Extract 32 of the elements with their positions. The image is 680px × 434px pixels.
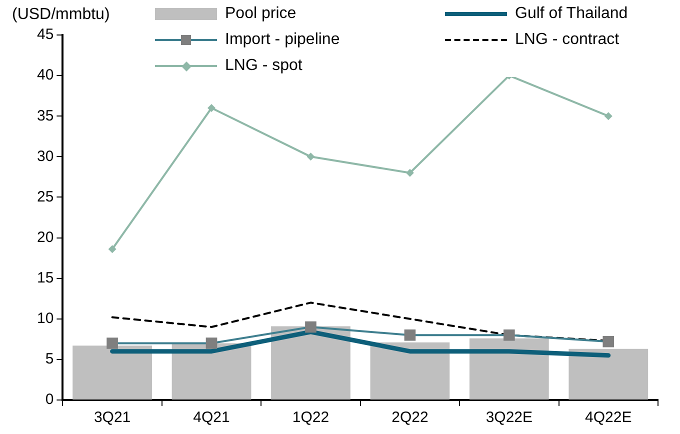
y-tick-label: 40 bbox=[36, 66, 54, 84]
y-tick-label: 45 bbox=[36, 26, 54, 44]
y-tick-label: 0 bbox=[45, 391, 54, 408]
bar bbox=[370, 342, 450, 400]
x-tick-label: 2Q22 bbox=[392, 409, 428, 426]
bar bbox=[469, 338, 549, 400]
y-tick-label: 25 bbox=[36, 188, 54, 206]
y-tick-label: 5 bbox=[45, 350, 54, 368]
y-axis-title: (USD/mmbtu) bbox=[12, 6, 110, 24]
y-tick-label: 35 bbox=[36, 107, 54, 124]
y-tick-label: 15 bbox=[36, 269, 54, 286]
y-tick-label: 10 bbox=[36, 310, 54, 328]
point bbox=[604, 112, 612, 120]
bar bbox=[72, 346, 152, 400]
point bbox=[208, 104, 216, 112]
point bbox=[108, 245, 116, 254]
point bbox=[306, 152, 315, 161]
bar bbox=[568, 348, 648, 400]
x-tick-label: 3Q22E bbox=[486, 409, 533, 426]
bar bbox=[271, 326, 350, 400]
legend-label: LNG - spot bbox=[225, 57, 302, 75]
x-tick-label: 4Q22E bbox=[585, 409, 632, 426]
legend-label: Gulf of Thailand bbox=[515, 5, 628, 23]
x-tick-label: 3Q21 bbox=[94, 409, 131, 426]
legend-label: Pool price bbox=[225, 5, 296, 23]
legend-label: LNG - contract bbox=[515, 31, 620, 49]
x-tick-label: 4Q21 bbox=[193, 409, 230, 426]
point bbox=[406, 168, 414, 177]
y-tick-label: 20 bbox=[36, 228, 54, 246]
x-tick-label: 1Q22 bbox=[292, 409, 330, 426]
legend-label: Import - pipeline bbox=[225, 31, 340, 49]
y-tick-label: 30 bbox=[36, 148, 54, 165]
